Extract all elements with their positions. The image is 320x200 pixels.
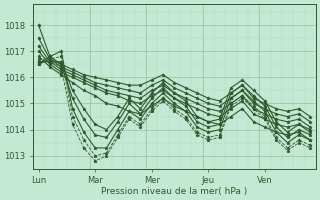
X-axis label: Pression niveau de la mer( hPa ): Pression niveau de la mer( hPa )	[101, 187, 247, 196]
